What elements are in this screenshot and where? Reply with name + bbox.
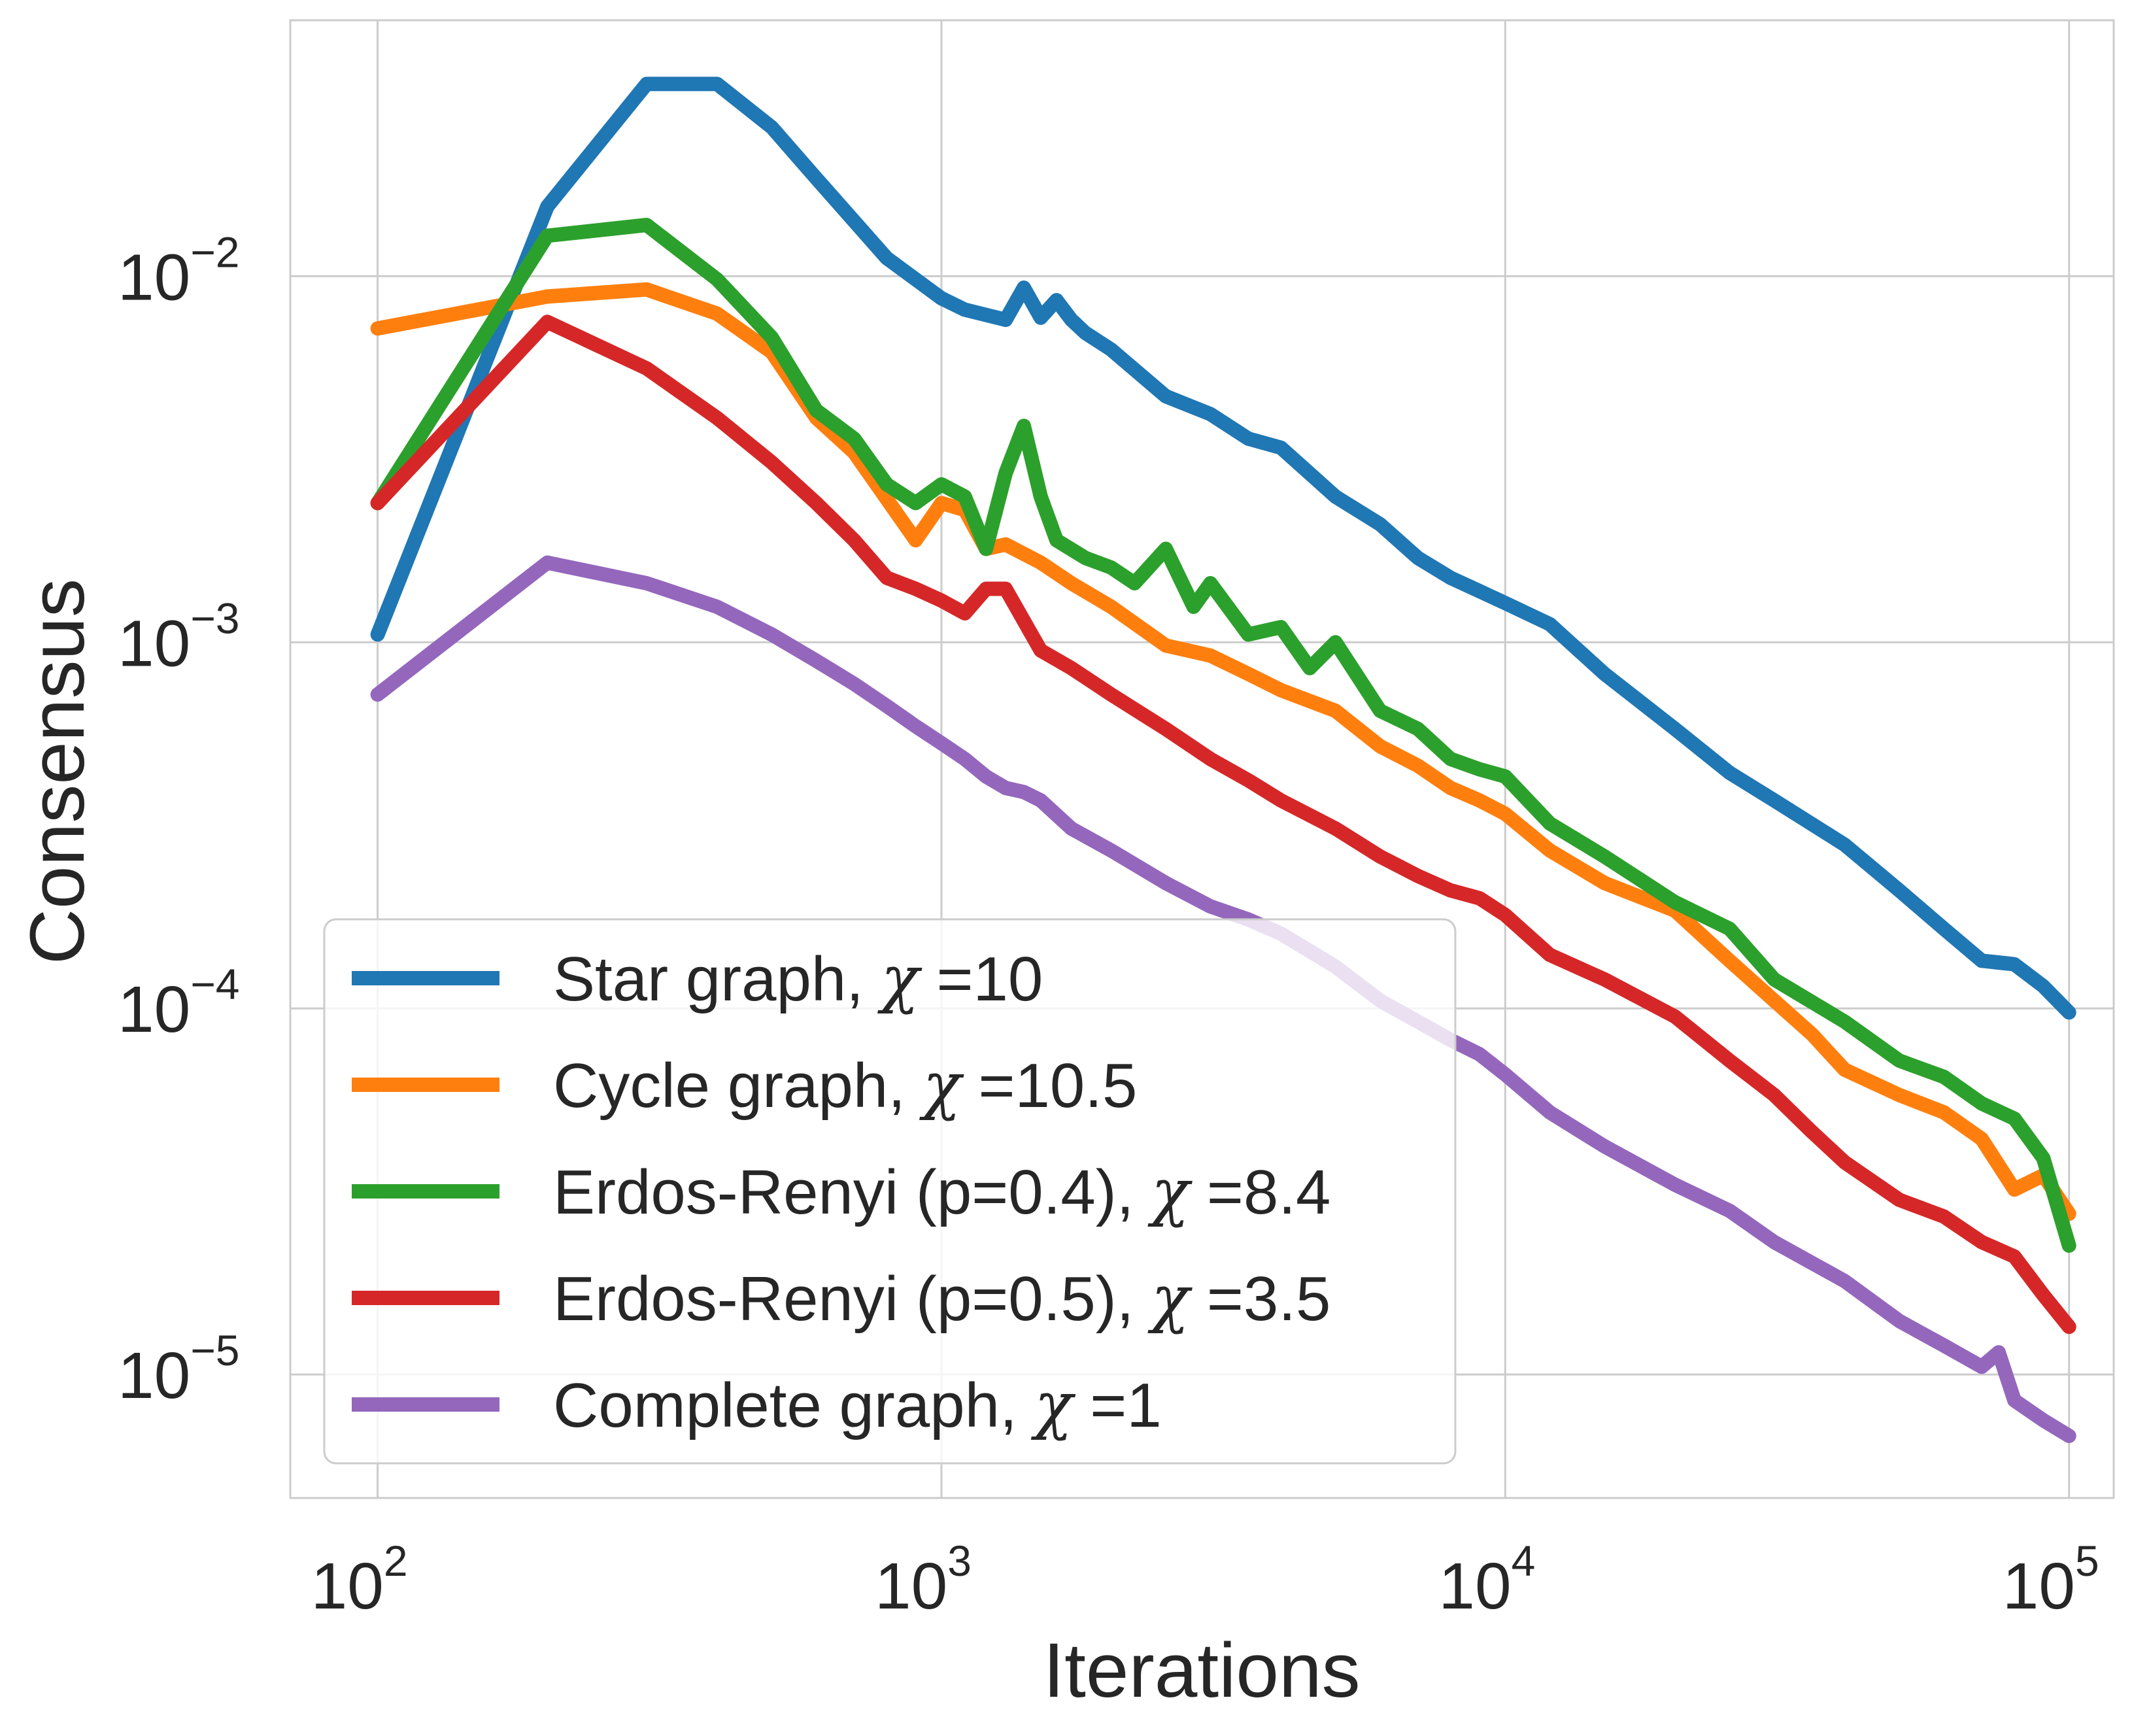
y-tick-label-0: 10−2 (118, 228, 239, 314)
series-line-3 (370, 315, 2076, 1335)
y-tick-label-3: 10−5 (118, 1326, 239, 1412)
legend-label-2: Erdos-Renyi (p=0.4), χ =8.4 (553, 1155, 1330, 1229)
legend-label-0: Star graph, χ =10 (553, 942, 1043, 1015)
x-tick-label-2: 104 (1438, 1537, 1535, 1623)
y-tick-label-2: 10−4 (118, 960, 239, 1046)
legend-box (323, 918, 1457, 1465)
legend: Star graph, χ =10 Cycle graph, χ =10.5 Erd… (323, 918, 1457, 1465)
series-line-1 (370, 282, 2076, 1221)
plot-frame (289, 19, 2115, 1499)
legend-label-4: Complete graph, χ =1 (553, 1369, 1162, 1442)
x-tick-label-0: 102 (311, 1537, 408, 1623)
series-line-2 (370, 218, 2076, 1253)
x-tick-label-1: 103 (875, 1537, 972, 1623)
series-line-0 (370, 77, 2076, 1020)
legend-label-3: Erdos-Renyi (p=0.5), χ =3.5 (553, 1262, 1330, 1335)
y-tick-label-1: 10−3 (118, 594, 239, 680)
legend-label-1: Cycle graph, χ =10.5 (553, 1049, 1137, 1122)
x-tick-labels: 102 103 104 105 (311, 1537, 2099, 1623)
y-axis-label: Consensus (14, 579, 101, 964)
x-axis-label: Iterations (1043, 1627, 1360, 1714)
x-tick-label-3: 105 (2003, 1537, 2099, 1623)
y-tick-labels: 10−2 10−3 10−4 10−5 (118, 228, 239, 1412)
